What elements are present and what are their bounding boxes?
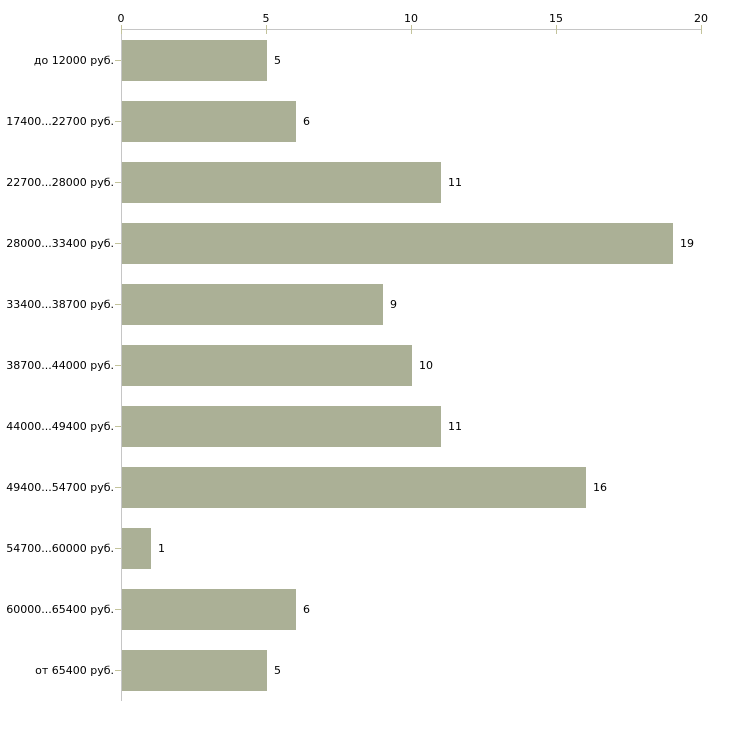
bar <box>122 589 296 630</box>
category-label: 33400...38700 руб. <box>6 298 114 311</box>
bar-value-label: 6 <box>303 115 310 128</box>
y-axis-tick <box>115 304 121 305</box>
bar-value-label: 5 <box>274 54 281 67</box>
y-axis-tick <box>115 548 121 549</box>
bar <box>122 284 383 325</box>
y-axis-tick <box>115 182 121 183</box>
y-axis-tick <box>115 609 121 610</box>
x-axis-tick <box>556 25 557 34</box>
category-label: 17400...22700 руб. <box>6 115 114 128</box>
bar <box>122 40 267 81</box>
x-axis-tick <box>121 25 122 34</box>
category-label: 38700...44000 руб. <box>6 359 114 372</box>
bar <box>122 406 441 447</box>
bar-value-label: 9 <box>390 298 397 311</box>
y-axis-tick <box>115 243 121 244</box>
y-axis-tick <box>115 487 121 488</box>
x-axis-tick-label: 10 <box>404 12 418 25</box>
x-axis-tick-label: 20 <box>694 12 708 25</box>
bar-value-label: 6 <box>303 603 310 616</box>
category-label: 54700...60000 руб. <box>6 542 114 555</box>
category-label: 49400...54700 руб. <box>6 481 114 494</box>
bar <box>122 467 586 508</box>
category-label: от 65400 руб. <box>35 664 114 677</box>
x-axis-tick-label: 5 <box>262 12 270 25</box>
bar-value-label: 11 <box>448 420 462 433</box>
bar <box>122 528 151 569</box>
y-axis-tick <box>115 426 121 427</box>
bar <box>122 223 673 264</box>
y-axis-tick <box>115 60 121 61</box>
y-axis-line <box>121 29 122 701</box>
y-axis-tick <box>115 365 121 366</box>
x-axis-tick-label: 15 <box>549 12 563 25</box>
x-axis-tick <box>701 25 702 34</box>
bar <box>122 650 267 691</box>
y-axis-tick <box>115 670 121 671</box>
x-axis-tick-label: 0 <box>117 12 125 25</box>
x-axis-tick <box>411 25 412 34</box>
category-label: 60000...65400 руб. <box>6 603 114 616</box>
category-label: 28000...33400 руб. <box>6 237 114 250</box>
bar-value-label: 16 <box>593 481 607 494</box>
bar-value-label: 19 <box>680 237 694 250</box>
bar-value-label: 1 <box>158 542 165 555</box>
bar-value-label: 5 <box>274 664 281 677</box>
category-label: до 12000 руб. <box>33 54 114 67</box>
bar <box>122 101 296 142</box>
y-axis-tick <box>115 121 121 122</box>
x-axis-tick <box>266 25 267 34</box>
bar-value-label: 10 <box>419 359 433 372</box>
category-label: 44000...49400 руб. <box>6 420 114 433</box>
bar-value-label: 11 <box>448 176 462 189</box>
bar <box>122 162 441 203</box>
category-label: 22700...28000 руб. <box>6 176 114 189</box>
bar <box>122 345 412 386</box>
